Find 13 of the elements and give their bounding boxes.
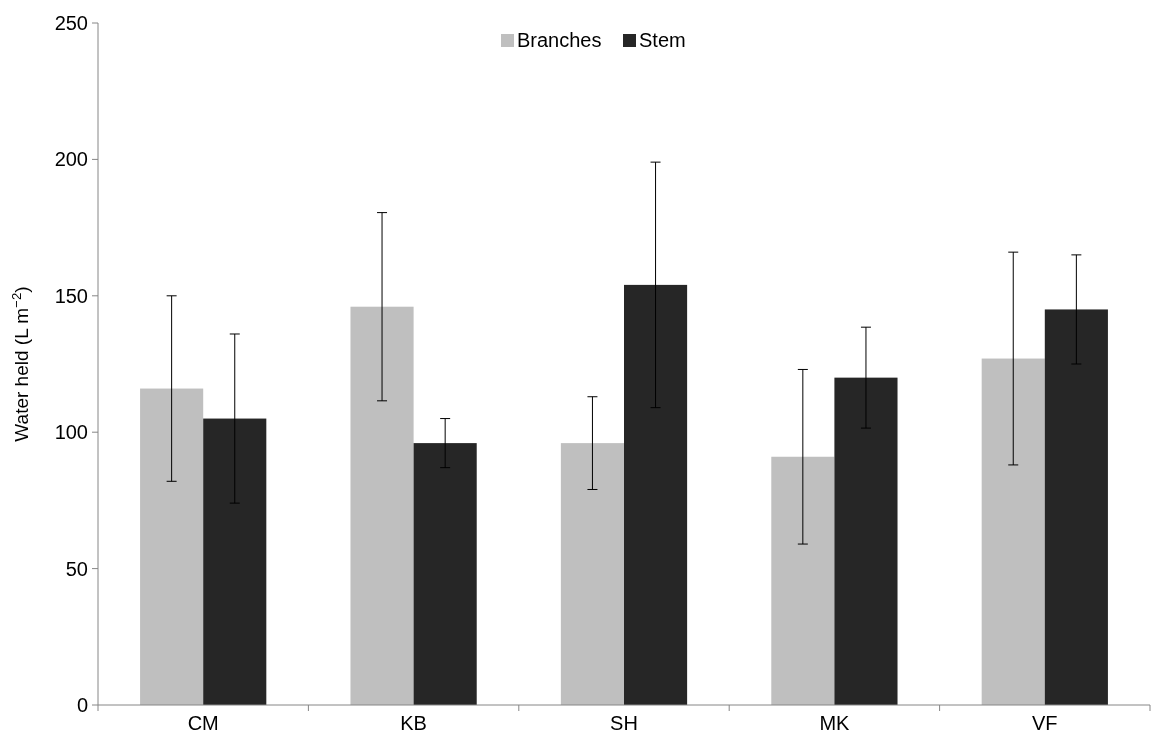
y-tick-label: 50 — [65, 557, 88, 580]
y-tick-label: 150 — [54, 284, 88, 307]
x-tick-label: CM — [187, 712, 219, 734]
legend-label: Stem — [639, 29, 686, 51]
y-tick-label: 0 — [76, 694, 88, 716]
x-tick-label: VF — [1032, 712, 1058, 734]
y-tick-label: 250 — [54, 12, 88, 34]
x-tick-label: MK — [819, 712, 851, 734]
y-tick-label: 200 — [54, 148, 88, 171]
x-tick-label: KB — [400, 712, 427, 734]
y-tick-label: 100 — [54, 421, 88, 444]
x-tick-label: SH — [610, 712, 638, 734]
legend-label: Branches — [517, 29, 602, 51]
